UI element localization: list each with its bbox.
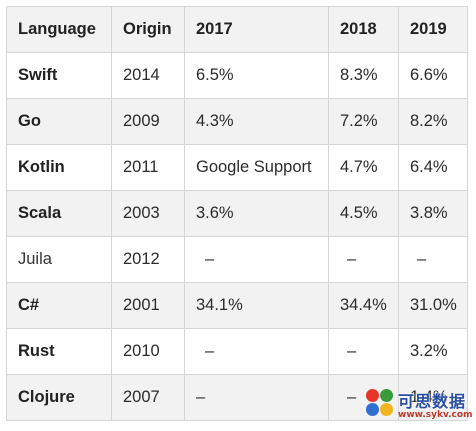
cell-language: Kotlin xyxy=(6,144,112,191)
cell-origin: 2003 xyxy=(111,190,185,237)
cell-2018: 7.2% xyxy=(328,98,399,145)
cell-2018: 34.4% xyxy=(328,282,399,329)
cell-origin: 2014 xyxy=(111,52,185,99)
cell-2018: – xyxy=(328,328,399,375)
header-2018: 2018 xyxy=(328,6,399,53)
table-row: Kotlin 2011 Google Support 4.7% 6.4% xyxy=(6,144,468,191)
cell-language: Go xyxy=(6,98,112,145)
table-row: C# 2001 34.1% 34.4% 31.0% xyxy=(6,282,468,329)
cell-2018: 4.5% xyxy=(328,190,399,237)
logo-petal-blue-icon xyxy=(366,403,379,416)
cell-language: Clojure xyxy=(6,374,112,421)
cell-2019: – xyxy=(398,236,468,283)
cell-2017: Google Support xyxy=(184,144,329,191)
table-row: Clojure 2007 – – 1.4% xyxy=(6,374,468,421)
header-row: Language Origin 2017 2018 2019 xyxy=(6,6,468,53)
cell-language: Juila xyxy=(6,236,112,283)
header-2017: 2017 xyxy=(184,6,329,53)
cell-2018: 8.3% xyxy=(328,52,399,99)
language-popularity-table: Language Origin 2017 2018 2019 Swift 201… xyxy=(6,6,468,421)
cell-2019: 6.6% xyxy=(398,52,468,99)
cell-2019: 1.4% xyxy=(398,374,468,421)
cell-2019: 6.4% xyxy=(398,144,468,191)
cell-2019: 31.0% xyxy=(398,282,468,329)
cell-2017: – xyxy=(184,374,329,421)
cell-2019: 3.2% xyxy=(398,328,468,375)
cell-2018: 4.7% xyxy=(328,144,399,191)
watermark-url: www.sykv.com xyxy=(398,410,473,420)
cell-language: Swift xyxy=(6,52,112,99)
cell-origin: 2009 xyxy=(111,98,185,145)
cell-2017: 6.5% xyxy=(184,52,329,99)
watermark-title: 可思数据 xyxy=(398,392,467,411)
cell-2017: – xyxy=(184,328,329,375)
cell-2017: 4.3% xyxy=(184,98,329,145)
cell-origin: 2007 xyxy=(111,374,185,421)
cell-2017: 34.1% xyxy=(184,282,329,329)
table-row: Rust 2010 – – 3.2% xyxy=(6,328,468,375)
cell-origin: 2010 xyxy=(111,328,185,375)
header-language: Language xyxy=(6,6,112,53)
cell-origin: 2011 xyxy=(111,144,185,191)
header-2019: 2019 xyxy=(398,6,468,53)
logo-petal-red-icon xyxy=(366,389,379,402)
cell-2019: 8.2% xyxy=(398,98,468,145)
table-row: Swift 2014 6.5% 8.3% 6.6% xyxy=(6,52,468,99)
cell-language: Rust xyxy=(6,328,112,375)
table-row: Go 2009 4.3% 7.2% 8.2% xyxy=(6,98,468,145)
watermark-logo: 可思数据 www.sykv.com xyxy=(360,383,472,427)
header-origin: Origin xyxy=(111,6,185,53)
logo-petal-green-icon xyxy=(380,389,393,402)
cell-2017: 3.6% xyxy=(184,190,329,237)
cell-language: C# xyxy=(6,282,112,329)
table-row: Scala 2003 3.6% 4.5% 3.8% xyxy=(6,190,468,237)
cell-origin: 2012 xyxy=(111,236,185,283)
table-row: Juila 2012 – – – xyxy=(6,236,468,283)
cell-origin: 2001 xyxy=(111,282,185,329)
cell-2017: – xyxy=(184,236,329,283)
logo-petal-yellow-icon xyxy=(380,403,393,416)
cell-2019: 3.8% xyxy=(398,190,468,237)
cell-2018: – xyxy=(328,236,399,283)
cell-language: Scala xyxy=(6,190,112,237)
